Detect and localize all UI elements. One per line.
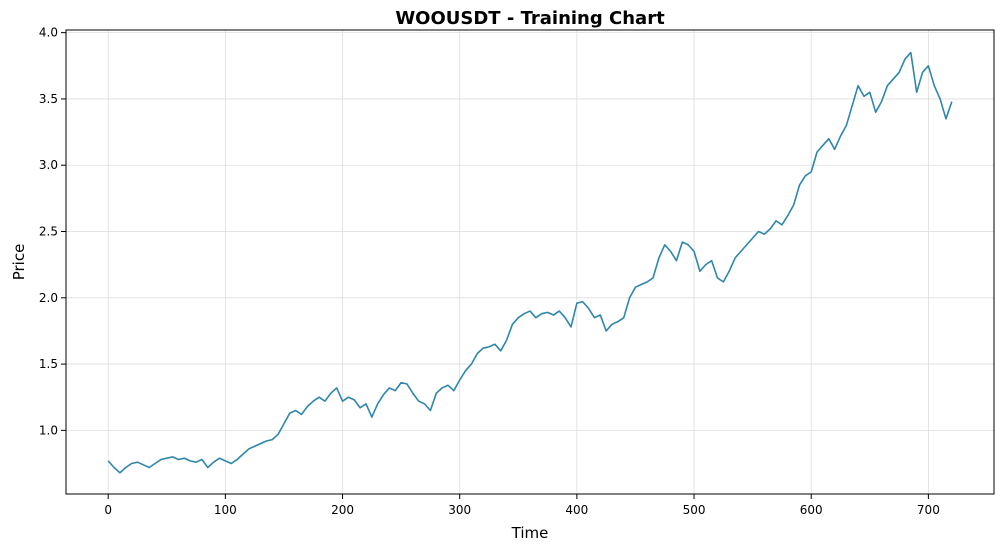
x-axis-title: Time [511,524,549,542]
x-tick-label: 600 [800,503,823,517]
plot-area-frame [65,29,995,495]
y-tick-label: 2.0 [39,291,58,305]
y-tick-label: 3.0 [39,158,58,172]
y-tick-label: 3.5 [39,92,58,106]
series-layer [107,51,953,474]
y-tick-label: 2.5 [39,225,58,239]
x-tick-label: 500 [683,503,706,517]
x-tick-label: 400 [565,503,588,517]
ticks: 0 100 200 300 400 500 600 700 1.0 1.5 2.0 2.5 3.0 3.5… [39,26,940,517]
y-tick-label: 1.0 [39,423,58,437]
x-tick-label: 0 [104,503,112,517]
chart-title: WOOUSDT - Training Chart [395,8,665,29]
y-tick-label: 4.0 [39,26,58,40]
x-tick-label: 100 [214,503,237,517]
price-series-line [107,51,953,474]
x-tick-label: 700 [917,503,940,517]
grid [66,30,994,494]
x-tick-label: 200 [331,503,354,517]
y-axis-title: Price [10,244,28,281]
y-tick-label: 1.5 [39,357,58,371]
x-tick-label: 300 [448,503,471,517]
